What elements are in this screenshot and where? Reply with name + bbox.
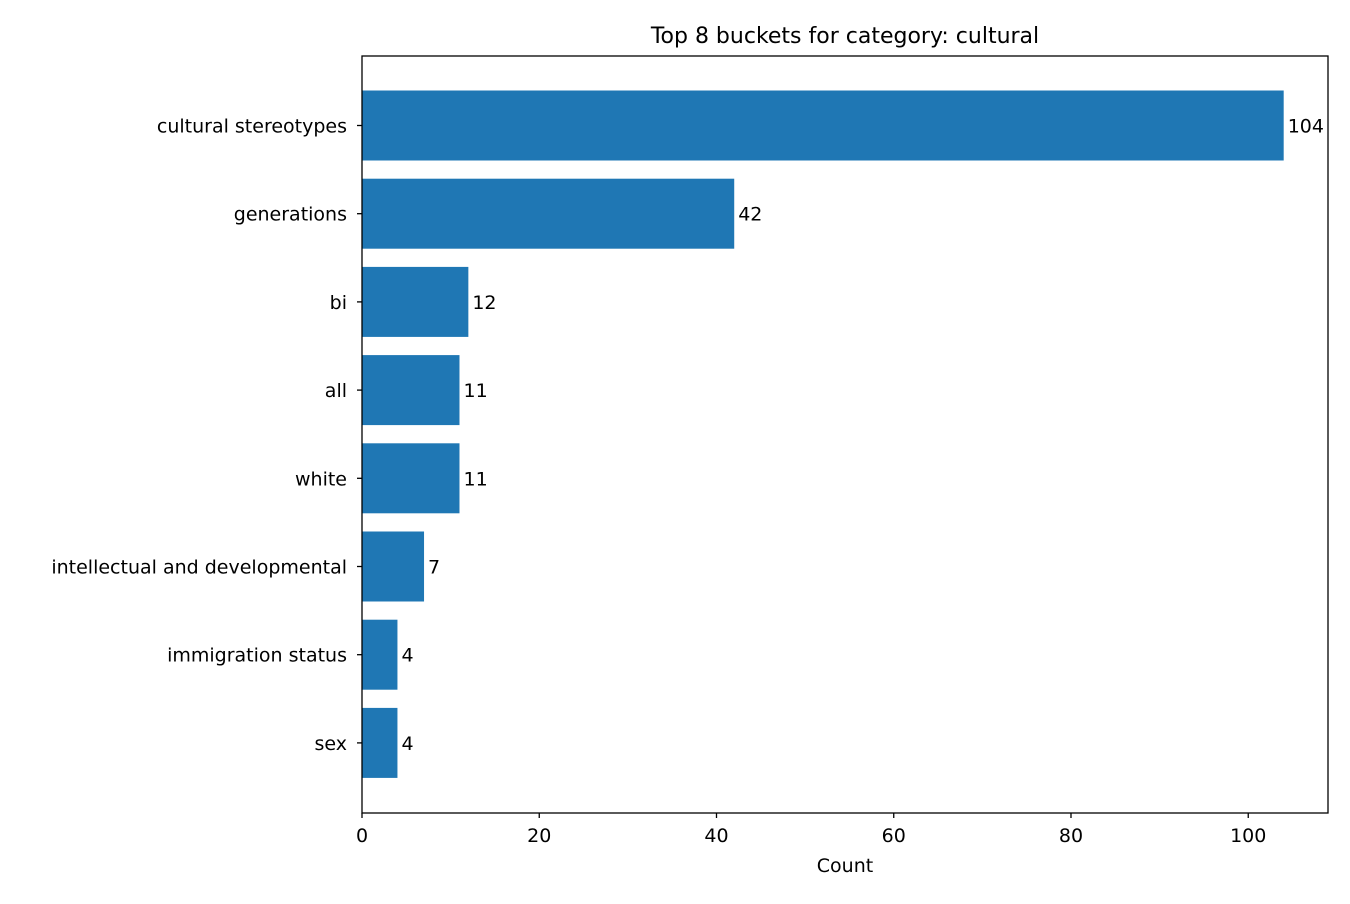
y-tick-label: intellectual and developmental [51, 557, 347, 579]
bar [362, 90, 1284, 161]
bar [362, 266, 469, 337]
bar [362, 531, 425, 602]
bar-value-label: 12 [472, 292, 496, 314]
x-axis-label: Count [817, 855, 873, 877]
bar [362, 619, 398, 690]
y-tick-label: bi [330, 292, 347, 314]
y-tick-label: cultural stereotypes [157, 116, 347, 138]
bar-value-label: 11 [463, 468, 487, 490]
bar-value-label: 4 [401, 645, 413, 667]
y-tick-label: all [325, 380, 347, 402]
bar [362, 707, 398, 778]
bar-value-label: 7 [428, 557, 440, 579]
ticks-layer: cultural stereotypes generations bi all whit… [51, 116, 1266, 848]
bar [362, 355, 460, 426]
plot-frame [361, 55, 1329, 814]
bar [362, 443, 460, 514]
bars-layer: 104 42 12 11 11 7 4 4 [362, 90, 1324, 778]
x-tick-label: 100 [1230, 825, 1266, 847]
y-tick-label: sex [315, 733, 348, 755]
chart-title: Top 8 buckets for category: cultural [650, 24, 1039, 49]
bar [362, 178, 735, 249]
bar-value-label: 104 [1288, 116, 1324, 138]
bar-value-label: 4 [401, 733, 413, 755]
bar-value-label: 11 [463, 380, 487, 402]
x-tick-label: 80 [1059, 825, 1083, 847]
y-tick-label: white [295, 468, 347, 490]
bar-value-label: 42 [738, 204, 762, 226]
y-tick-label: immigration status [167, 645, 347, 667]
x-tick-label: 0 [356, 825, 368, 847]
x-tick-label: 20 [527, 825, 551, 847]
y-tick-label: generations [234, 204, 347, 226]
x-tick-label: 60 [882, 825, 906, 847]
x-tick-label: 40 [704, 825, 728, 847]
